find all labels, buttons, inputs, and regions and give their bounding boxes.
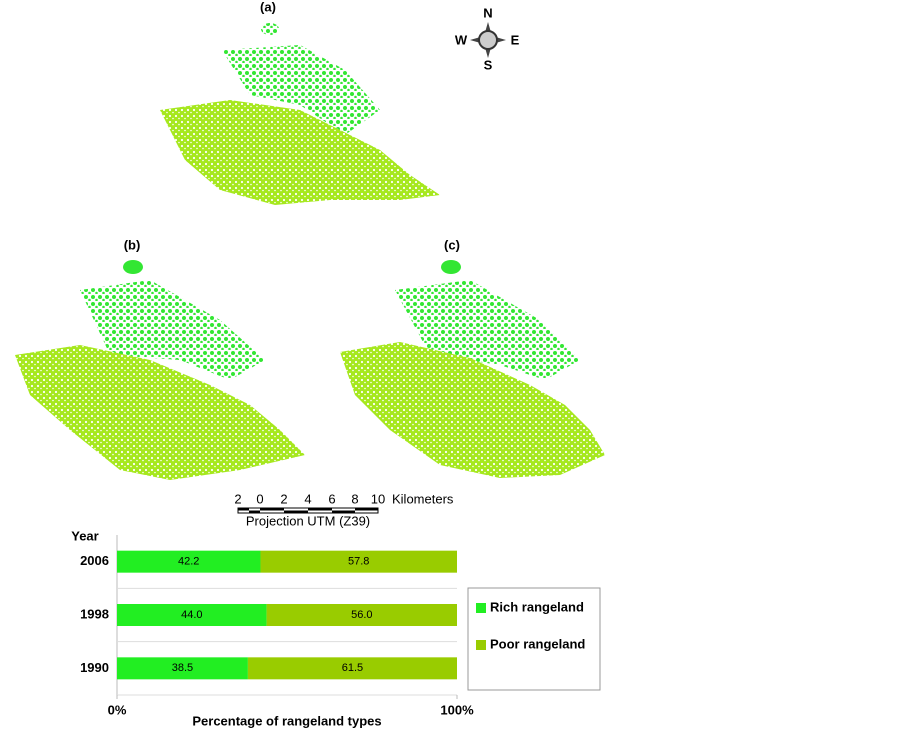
projection: Projection UTM (Z39) <box>246 513 370 528</box>
scale-label: 4 <box>304 491 311 506</box>
bar-segment <box>260 550 457 573</box>
panel-label: (c) <box>444 237 460 252</box>
value-label: 57.8 <box>348 556 369 568</box>
scale-unit: Kilometers <box>392 491 454 506</box>
value-label: 42.2 <box>178 556 199 568</box>
bar-segment <box>117 604 267 626</box>
map-b <box>15 260 305 480</box>
scale-label: 0 <box>256 491 263 506</box>
legend-swatch <box>476 603 486 613</box>
compass-label: W <box>455 32 468 47</box>
map-a <box>160 23 440 205</box>
y-tick-label: 1998 <box>80 606 109 621</box>
compass-label: N <box>483 5 492 20</box>
map-c <box>340 260 605 478</box>
scale-label: 2 <box>280 491 287 506</box>
y-tick-label: 1990 <box>80 660 109 675</box>
panel-label: (b) <box>124 237 141 252</box>
panel-label: (a) <box>260 0 276 14</box>
x-tick-label: 100% <box>440 702 474 717</box>
scale-label: 2 <box>234 491 241 506</box>
compass-label: E <box>511 32 520 47</box>
value-label: 44.0 <box>181 609 202 621</box>
y-tick-label: 2006 <box>80 553 109 568</box>
x-tick-label: 0% <box>108 702 127 717</box>
x-axis-title: Percentage of rangeland types <box>192 713 381 728</box>
legend-label: Rich rangeland <box>490 599 584 614</box>
scale-label: 10 <box>371 491 385 506</box>
scale-label: 8 <box>351 491 358 506</box>
value-label: 56.0 <box>351 609 372 621</box>
scale-bar: Projection UTM (Z39) <box>237 507 379 528</box>
compass: N E S W <box>455 5 520 72</box>
bar-segment <box>266 604 457 626</box>
bar-chart: Year Percentage of rangeland types 0% 100… <box>71 528 601 728</box>
compass-label: S <box>484 57 493 72</box>
legend-label: Poor rangeland <box>490 636 585 651</box>
y-axis-title: Year <box>71 528 98 543</box>
value-label: 38.5 <box>172 662 193 674</box>
legend-swatch <box>476 640 486 650</box>
bar-segment <box>117 550 261 573</box>
value-label: 61.5 <box>342 662 363 674</box>
bar-segment <box>247 657 457 680</box>
legend-box <box>467 587 601 691</box>
scale-label: 6 <box>328 491 335 506</box>
bar-segment <box>117 657 248 680</box>
